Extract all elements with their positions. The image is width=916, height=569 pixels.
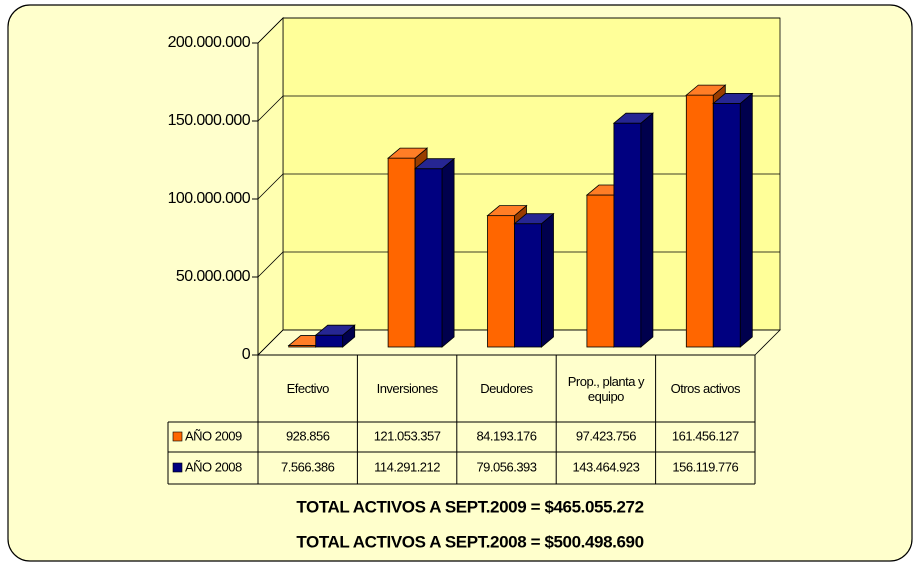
bar-top [386,147,429,159]
value-label: 7.566.386 [281,459,335,474]
annotation: TOTAL ACTIVOS A SEPT.2009 = $465.055.272 [296,497,643,516]
value-label: 97.423.756 [576,428,636,443]
category-label: Prop., planta y equipo [567,373,645,404]
bar-top [712,93,754,104]
legend-label: AÑO 2008 [185,459,242,474]
bar [315,334,344,348]
category-label: Inversiones [376,381,438,396]
bar-top [314,324,356,336]
bar [613,122,642,348]
value-label: 156.119.776 [672,459,738,474]
value-label: 161.456.127 [672,428,739,443]
value-label: 79.056.393 [476,459,536,474]
bar-top [413,158,456,170]
bar-side [640,112,654,348]
bar [712,103,741,348]
bar-top [513,213,555,225]
annotation: TOTAL ACTIVOS A SEPT.2008 = $500.498.690 [296,532,643,551]
y-tick-label: 50.000.000 [176,268,251,285]
value-label: 114.291.212 [374,459,440,474]
y-tick-label: 200.000.000 [168,34,251,51]
bar [685,94,714,348]
bar-side [739,92,753,348]
category-label: Deudores [480,381,533,396]
category-label: Otros activos [670,381,741,396]
y-tick-label: 150.000.000 [168,112,251,129]
bar [387,157,416,348]
legend-swatch [172,431,183,442]
category-text: Prop., planta y equipo [567,373,645,404]
category-text: Efectivo [286,381,330,396]
bar-side [541,212,554,348]
category-text: Otros activos [670,381,741,396]
y-tick-label: 0 [242,346,251,363]
category-label: Efectivo [286,381,330,396]
value-label: 121.053.357 [374,428,441,443]
bar [514,223,542,348]
legend-label: AÑO 2009 [185,428,242,443]
value-label: 928.856 [286,428,330,443]
bar-side [441,157,455,348]
category-text: Deudores [480,381,533,396]
value-label: 143.464.923 [573,459,640,474]
bar [487,215,515,348]
bar-top [612,112,655,124]
bar [586,194,615,348]
y-tick-label: 100.000.000 [168,190,251,207]
legend-swatch [172,462,183,473]
bar [414,168,443,348]
value-label: 84.193.176 [476,428,536,443]
bar-top [685,84,727,96]
grid-line [257,95,780,122]
category-text: Inversiones [376,381,438,396]
bar-top [486,205,528,217]
grid-line [257,17,780,44]
